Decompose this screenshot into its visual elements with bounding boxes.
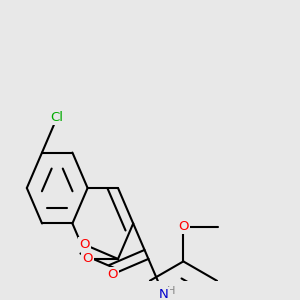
Text: O: O xyxy=(108,268,118,281)
Text: N: N xyxy=(159,288,169,300)
Text: O: O xyxy=(82,252,93,266)
Text: O: O xyxy=(79,238,90,251)
Text: H: H xyxy=(167,286,176,296)
Text: O: O xyxy=(178,220,189,233)
Text: Cl: Cl xyxy=(51,111,64,124)
